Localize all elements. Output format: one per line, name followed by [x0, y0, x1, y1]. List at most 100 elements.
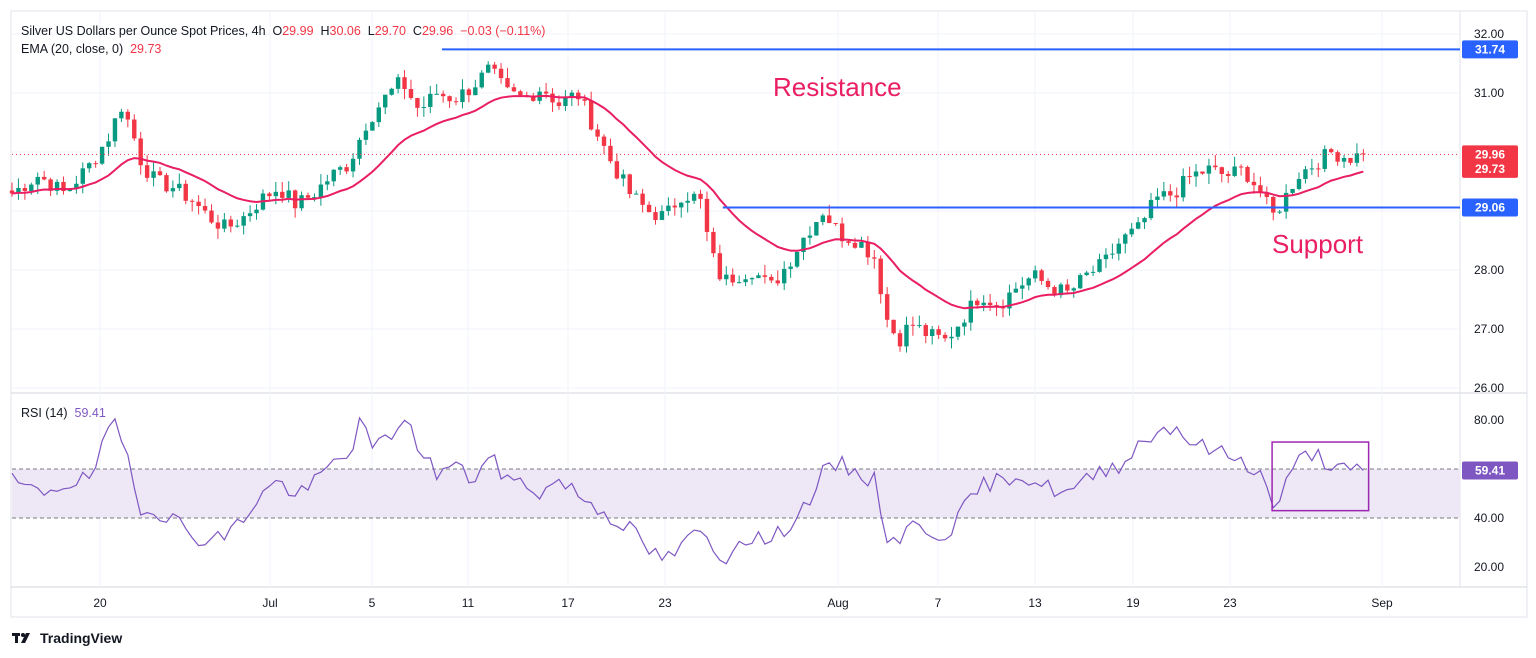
candle-body: [531, 96, 536, 101]
candle-body: [280, 191, 285, 198]
candle-body: [633, 193, 639, 195]
candle-body: [189, 200, 195, 202]
candle-body: [698, 193, 703, 199]
rsi-highlight-box: [1271, 441, 1370, 512]
candle-body: [485, 64, 491, 73]
support-price-tag: [1462, 198, 1518, 217]
ema-legend: EMA (20, close, 0) 29.73: [21, 42, 161, 56]
candle-body: [312, 197, 317, 199]
time-tick-label: 5: [369, 596, 376, 610]
time-tick-label: 17: [561, 596, 575, 610]
rsi-tick-label: 20.00: [1474, 560, 1504, 574]
candle-body: [1316, 168, 1321, 170]
candle-body: [1155, 196, 1160, 200]
resistance-annotation: Resistance: [773, 72, 902, 102]
chart-legend-main: Silver US Dollars per Ounce Spot Prices,…: [21, 24, 545, 38]
candle-body: [119, 111, 124, 119]
ema-price-tag: [1462, 159, 1518, 178]
candle-body: [736, 282, 742, 284]
candle-body: [267, 193, 272, 197]
candle-body: [337, 167, 343, 170]
candle-body: [1000, 307, 1006, 309]
rsi-legend: RSI (14) 59.41: [21, 406, 106, 420]
candle-body: [621, 174, 626, 179]
candle-body: [1283, 192, 1289, 212]
candle-body: [1110, 253, 1115, 255]
candle-body: [1232, 166, 1237, 176]
rsi-tick-label: 40.00: [1474, 511, 1504, 525]
candle-body: [1271, 196, 1276, 213]
candle-body: [1090, 271, 1096, 273]
candle-body: [87, 163, 92, 169]
candle-body: [363, 130, 369, 140]
symbol-title[interactable]: Silver US Dollars per Ounce Spot Prices,…: [21, 24, 266, 38]
candle-body: [987, 302, 993, 306]
candle-body: [1135, 222, 1141, 229]
candle-body: [1348, 157, 1353, 163]
candle-body: [794, 252, 800, 267]
candle-body: [305, 195, 311, 198]
candle-body: [1174, 195, 1179, 198]
candle-body: [820, 215, 826, 223]
candle-body: [383, 94, 388, 108]
ohlc-change: −0.03 (−0.11%): [460, 24, 546, 38]
rsi-label[interactable]: RSI (14): [21, 406, 68, 420]
time-tick-label: 13: [1028, 596, 1042, 610]
candle-body: [196, 201, 201, 207]
ema-label[interactable]: EMA (20, close, 0): [21, 42, 124, 56]
candle-body: [286, 190, 291, 198]
candles-group: [9, 61, 1366, 353]
candle-body: [897, 333, 903, 347]
candle-body: [1180, 176, 1186, 198]
candle-body: [762, 275, 768, 277]
candle-body: [582, 99, 587, 101]
candle-body: [884, 294, 890, 320]
candle-body: [666, 205, 671, 212]
candle-body: [769, 276, 774, 281]
candle-body: [1303, 169, 1308, 179]
candle-body: [466, 89, 472, 96]
candle-body: [1335, 152, 1340, 162]
candle-body: [164, 175, 169, 192]
candle-body: [447, 96, 452, 102]
candle-body: [923, 325, 928, 337]
candle-body: [910, 324, 916, 326]
candle-body: [209, 210, 214, 223]
time-tick-label: 11: [462, 596, 475, 610]
time-tick-label: 23: [1223, 596, 1237, 610]
candle-body: [325, 181, 330, 185]
candle-body: [576, 92, 581, 100]
candle-body: [904, 324, 909, 347]
footer-brand[interactable]: TradingView: [12, 630, 122, 646]
candle-body: [724, 274, 729, 280]
rsi-value-tag: [1462, 461, 1518, 480]
rsi-tick-label: 80.00: [1474, 413, 1504, 427]
candle-body: [74, 183, 79, 189]
candle-body: [350, 158, 356, 172]
rsi-line: [11, 416, 1364, 565]
candle-body: [177, 183, 182, 189]
candle-body: [1219, 167, 1224, 174]
candle-body: [1251, 181, 1257, 186]
candle-body: [235, 225, 240, 227]
candle-body: [788, 266, 793, 269]
candle-body: [878, 258, 883, 295]
candle-body: [962, 322, 967, 327]
candle-body: [1354, 153, 1360, 163]
candle-body: [421, 106, 427, 108]
candle-body: [132, 119, 137, 139]
time-tick-label: 20: [93, 596, 107, 610]
candle-body: [743, 279, 748, 283]
candle-body: [299, 195, 304, 209]
candle-body: [254, 209, 259, 214]
candle-body: [717, 253, 723, 280]
candle-body: [955, 326, 961, 337]
rsi-value-tag-label: 59.41: [1475, 463, 1505, 477]
candle-body: [942, 334, 948, 339]
ohlc-open: 29.99: [282, 24, 314, 38]
candle-body: [479, 72, 484, 88]
candle-body: [460, 89, 465, 103]
candle-body: [1193, 171, 1199, 177]
candle-body: [839, 223, 845, 242]
